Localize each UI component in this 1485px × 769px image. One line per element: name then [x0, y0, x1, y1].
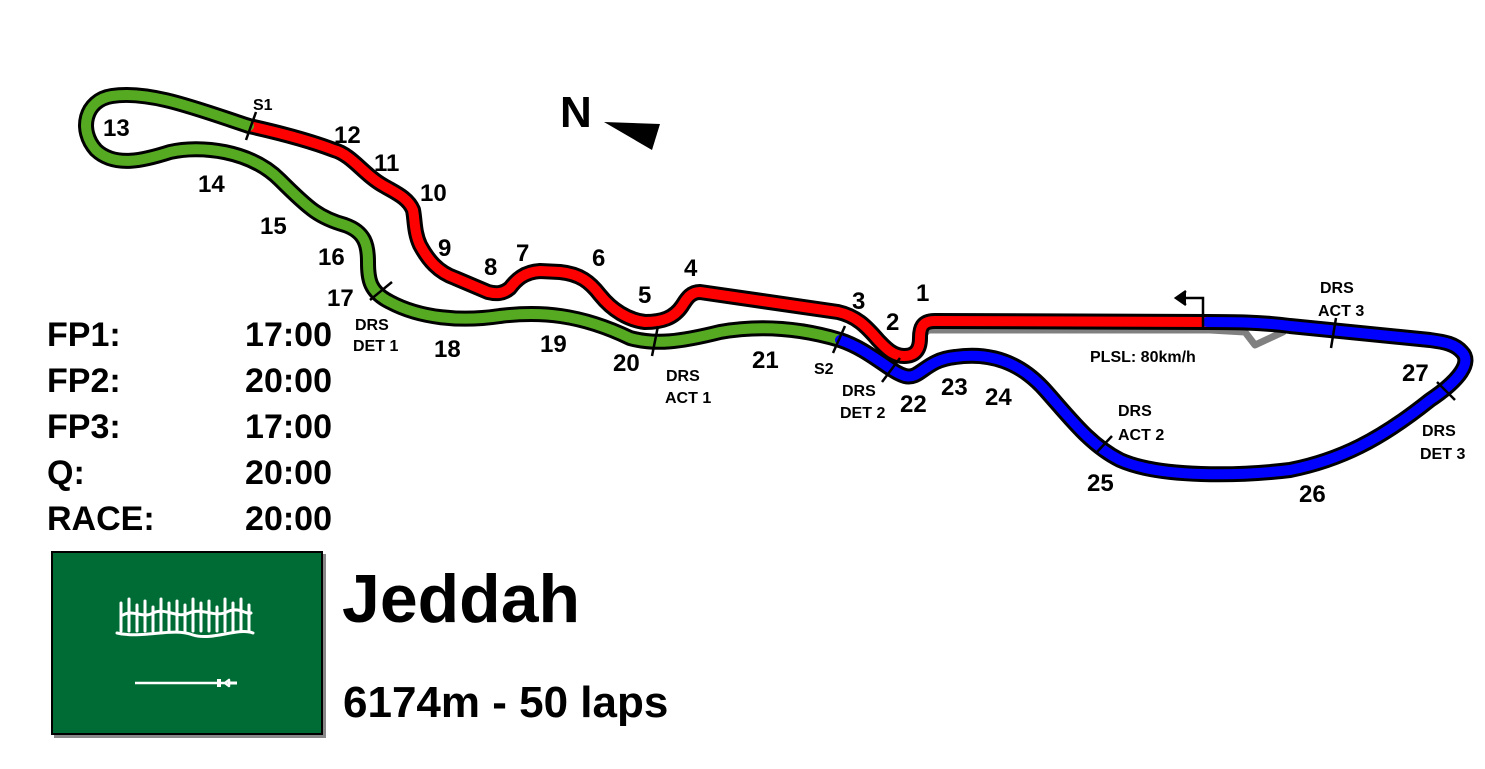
- drs-det2-line2: DET 2: [840, 405, 885, 422]
- act2-marker: [1096, 435, 1113, 453]
- s1-marker: [244, 111, 258, 141]
- drs-labels: DRS DET 1 DRS ACT 1 DRS DET 2 DRS ACT 2 …: [353, 280, 1465, 463]
- corner-24: 24: [985, 384, 1012, 411]
- sector-1-track: [244, 121, 1212, 361]
- session-time: 20:00: [245, 500, 332, 538]
- corner-26: 26: [1299, 481, 1326, 508]
- corner-27: 27: [1402, 360, 1429, 387]
- drs-det1-line1: DRS: [355, 317, 389, 334]
- corner-19: 19: [540, 331, 567, 358]
- drs-act3-line1: DRS: [1320, 280, 1354, 297]
- act3-marker: [1329, 317, 1338, 349]
- act1-marker: [650, 325, 660, 357]
- corner-23: 23: [941, 374, 968, 401]
- corner-3: 3: [852, 288, 865, 315]
- corner-7: 7: [516, 240, 529, 267]
- corner-12: 12: [334, 122, 361, 149]
- schedule-row-fp1: FP1: 17:00: [47, 316, 332, 362]
- track-markers: [244, 111, 1456, 453]
- sector-2-label: S2: [814, 361, 834, 378]
- session-name: FP3:: [47, 408, 121, 446]
- corner-13: 13: [103, 115, 130, 142]
- sector-3-track: [835, 317, 1471, 480]
- drs-det3-line2: DET 3: [1420, 446, 1465, 463]
- corner-4: 4: [684, 255, 698, 282]
- pit-lane: [917, 326, 1287, 349]
- det1-marker: [369, 281, 393, 301]
- schedule-row-fp3: FP3: 17:00: [47, 408, 332, 454]
- north-label: N: [560, 88, 592, 137]
- start-direction-arrow: [1173, 289, 1205, 330]
- drs-det3-line1: DRS: [1422, 423, 1456, 440]
- flag-emblem: [115, 597, 255, 688]
- session-time: 17:00: [245, 408, 332, 446]
- schedule-row-q: Q: 20:00: [47, 454, 332, 500]
- corner-5: 5: [638, 282, 651, 309]
- session-time: 20:00: [245, 454, 332, 492]
- saudi-arabia-flag-icon: [51, 551, 323, 735]
- session-name: FP2:: [47, 362, 121, 400]
- session-time: 17:00: [245, 316, 332, 354]
- sector-2-track: [81, 90, 845, 347]
- session-schedule: FP1: 17:00 FP2: 20:00 FP3: 17:00 Q: 20:0…: [47, 316, 332, 546]
- schedule-row-race: RACE: 20:00: [47, 500, 332, 546]
- drs-act2-line2: ACT 2: [1118, 427, 1164, 444]
- corner-25: 25: [1087, 470, 1114, 497]
- corner-17: 17: [327, 285, 354, 312]
- drs-act2-line1: DRS: [1118, 403, 1152, 420]
- north-arrow-icon: [604, 122, 660, 150]
- session-time: 20:00: [245, 362, 332, 400]
- drs-act1-line1: DRS: [666, 368, 700, 385]
- corner-1: 1: [916, 280, 929, 307]
- corner-labels: 1 2 3 4 5 6 7 8 9 10 11 12 13 14 15 16 1…: [103, 115, 1429, 508]
- session-name: RACE:: [47, 500, 155, 538]
- session-name: FP1:: [47, 316, 121, 354]
- sector-1-label: S1: [253, 97, 273, 114]
- corner-2: 2: [886, 309, 899, 336]
- corner-20: 20: [613, 350, 640, 377]
- corner-14: 14: [198, 171, 225, 198]
- corner-18: 18: [434, 336, 461, 363]
- corner-10: 10: [420, 180, 447, 207]
- corner-8: 8: [484, 254, 497, 281]
- det2-marker: [881, 357, 901, 383]
- pit-speed-limit: PLSL: 80km/h: [1090, 349, 1196, 366]
- drs-det2-line1: DRS: [842, 383, 876, 400]
- corner-9: 9: [438, 235, 451, 262]
- schedule-row-fp2: FP2: 20:00: [47, 362, 332, 408]
- city-name: Jeddah: [342, 561, 581, 637]
- corner-16: 16: [318, 244, 345, 271]
- corner-15: 15: [260, 213, 287, 240]
- track-info: 6174m - 50 laps: [343, 678, 669, 727]
- corner-11: 11: [374, 150, 399, 177]
- corner-21: 21: [752, 347, 779, 374]
- drs-act1-line2: ACT 1: [665, 390, 711, 407]
- s2-marker: [831, 325, 847, 354]
- corner-6: 6: [592, 245, 605, 272]
- corner-22: 22: [900, 391, 927, 418]
- drs-act3-line2: ACT 3: [1318, 303, 1364, 320]
- session-name: Q:: [47, 454, 85, 492]
- drs-det1-line2: DET 1: [353, 338, 398, 355]
- det3-marker: [1436, 381, 1456, 401]
